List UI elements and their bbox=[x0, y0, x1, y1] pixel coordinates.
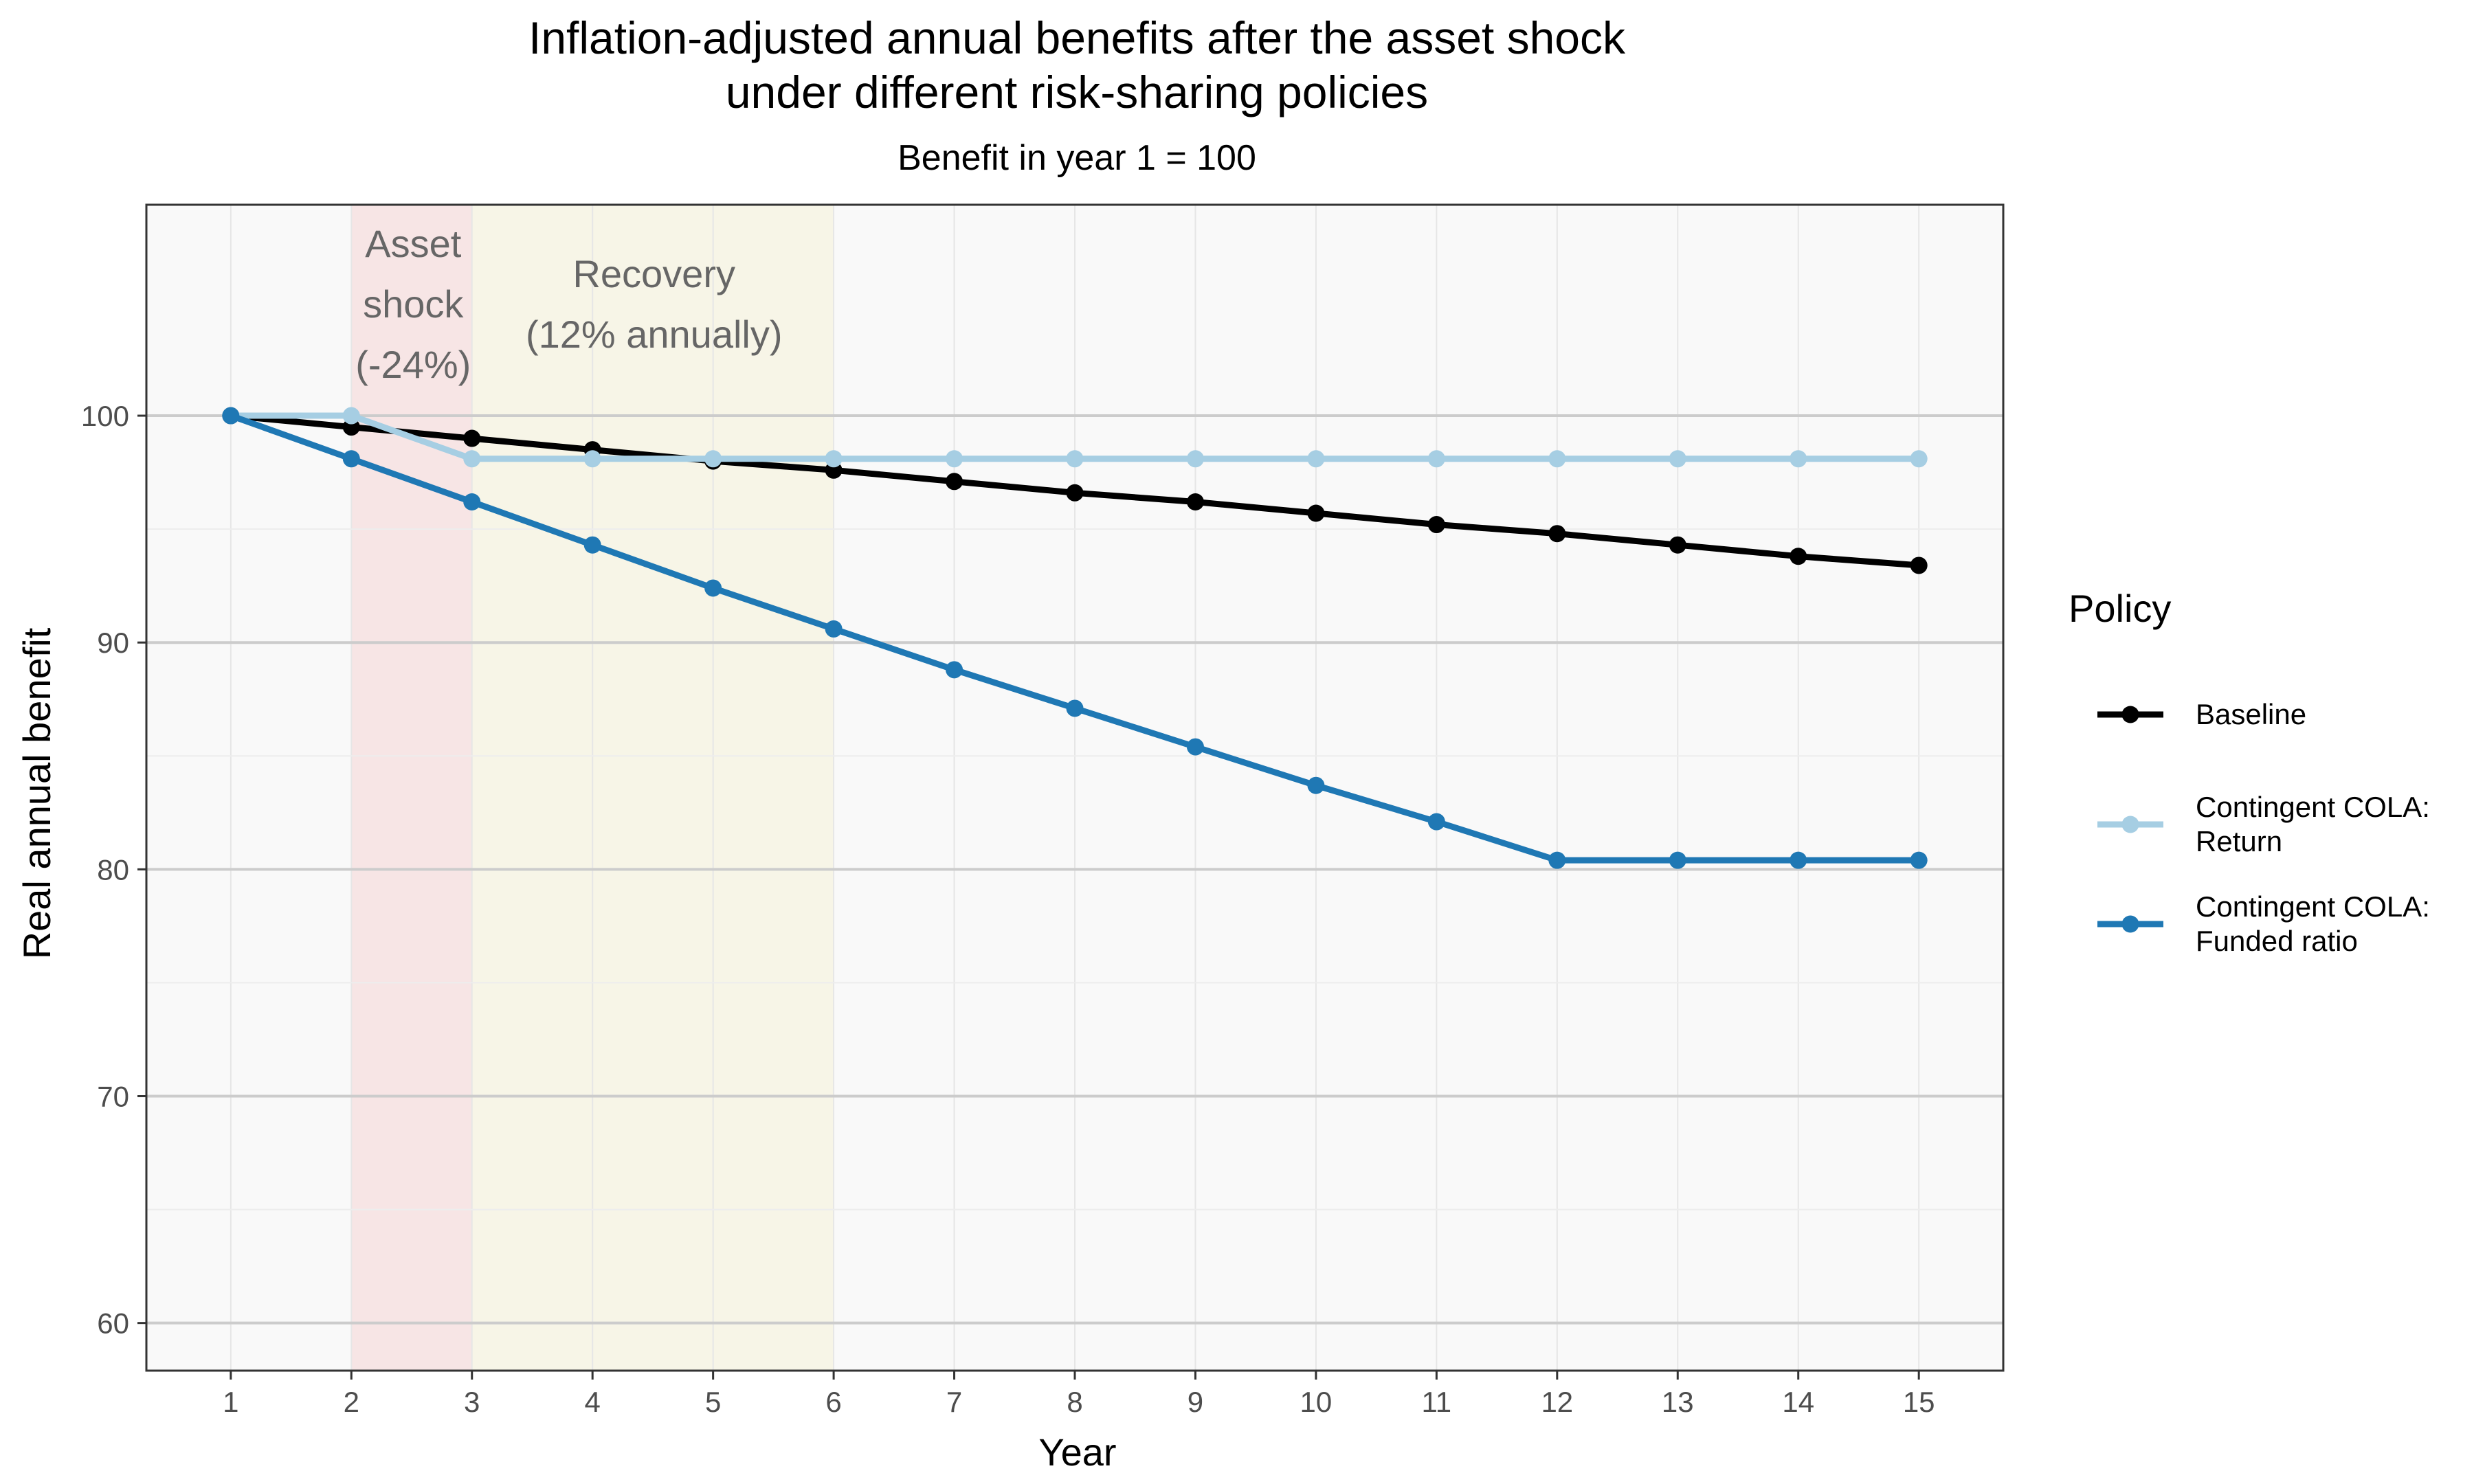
region-label-line: (-24%) bbox=[355, 343, 471, 386]
data-point bbox=[463, 429, 481, 447]
data-point bbox=[946, 473, 963, 491]
series-3 bbox=[222, 407, 1928, 869]
x-tick-label: 1 bbox=[223, 1386, 238, 1418]
data-point bbox=[1427, 813, 1445, 831]
data-point bbox=[1790, 450, 1807, 468]
data-point bbox=[463, 450, 481, 468]
data-point bbox=[222, 407, 240, 425]
data-point bbox=[1669, 851, 1686, 869]
data-point bbox=[1427, 516, 1445, 534]
data-point bbox=[1186, 450, 1204, 468]
data-point bbox=[1186, 493, 1204, 511]
legend-key-point bbox=[2121, 706, 2139, 723]
data-point bbox=[825, 450, 843, 468]
data-point bbox=[1548, 851, 1566, 869]
region-label-line: Asset bbox=[365, 222, 461, 265]
data-point bbox=[1066, 450, 1084, 468]
x-tick-label: 14 bbox=[1782, 1386, 1814, 1418]
legend-key-point bbox=[2121, 915, 2139, 933]
shaded-regions bbox=[351, 205, 834, 1371]
data-point bbox=[583, 536, 601, 554]
data-point bbox=[1066, 699, 1084, 717]
data-point bbox=[342, 407, 360, 425]
y-tick-label: 100 bbox=[81, 400, 129, 432]
titles: Inflation-adjusted annual benefits after… bbox=[528, 12, 1626, 178]
data-point bbox=[1669, 450, 1686, 468]
legend-label: Baseline bbox=[2196, 698, 2306, 730]
x-tick-label: 6 bbox=[825, 1386, 841, 1418]
data-point bbox=[1910, 450, 1928, 468]
chart-subtitle: Benefit in year 1 = 100 bbox=[898, 138, 1256, 178]
y-tick-label: 60 bbox=[97, 1307, 129, 1340]
x-tick-label: 10 bbox=[1300, 1386, 1333, 1418]
data-point bbox=[1427, 450, 1445, 468]
region-label-line: Recovery bbox=[572, 252, 735, 295]
legend-label: Contingent COLA: bbox=[2196, 791, 2430, 823]
shaded-region-2 bbox=[471, 205, 834, 1371]
x-tick-label: 2 bbox=[344, 1386, 359, 1418]
data-point bbox=[463, 493, 481, 511]
x-tick-label: 11 bbox=[1422, 1386, 1452, 1418]
legend-title: Policy bbox=[2069, 587, 2171, 630]
data-point bbox=[1307, 450, 1325, 468]
chart-title-line-2: under different risk-sharing policies bbox=[726, 67, 1428, 117]
region-label-line: (12% annually) bbox=[526, 313, 783, 356]
data-point bbox=[1669, 536, 1686, 554]
x-tick-label: 5 bbox=[705, 1386, 721, 1418]
x-tick-label: 13 bbox=[1662, 1386, 1694, 1418]
data-point bbox=[1066, 484, 1084, 502]
gridlines bbox=[146, 205, 2003, 1371]
data-point bbox=[704, 579, 722, 597]
data-point bbox=[825, 620, 843, 638]
x-tick-label: 8 bbox=[1067, 1386, 1082, 1418]
data-point bbox=[704, 450, 722, 468]
chart-title-line-1: Inflation-adjusted annual benefits after… bbox=[528, 12, 1626, 63]
data-point bbox=[1307, 776, 1325, 794]
y-tick-label: 70 bbox=[97, 1081, 129, 1113]
data-point bbox=[583, 450, 601, 468]
y-axis-label: Real annual benefit bbox=[15, 627, 58, 959]
data-point bbox=[1307, 504, 1325, 522]
data-point bbox=[946, 661, 963, 679]
x-tick-label: 7 bbox=[946, 1386, 962, 1418]
data-point bbox=[1910, 851, 1928, 869]
y-tick-label: 90 bbox=[97, 627, 129, 659]
data-point bbox=[1910, 556, 1928, 574]
region-label-line: shock bbox=[363, 282, 464, 326]
region-labels: Asset shock (-24%) Recovery (12% annually) bbox=[355, 222, 782, 386]
data-point bbox=[1790, 851, 1807, 869]
x-tick-label: 12 bbox=[1541, 1386, 1573, 1418]
data-point bbox=[1186, 738, 1204, 756]
legend-item-2: Contingent COLA:Return bbox=[2097, 791, 2430, 857]
x-tick-label: 9 bbox=[1188, 1386, 1203, 1418]
data-point bbox=[1790, 548, 1807, 565]
data-point bbox=[1548, 525, 1566, 543]
legend-key-point bbox=[2121, 816, 2139, 833]
data-point bbox=[342, 450, 360, 468]
legend-item-1: Baseline bbox=[2097, 698, 2306, 730]
data-point bbox=[1548, 450, 1566, 468]
legend-item-3: Contingent COLA:Funded ratio bbox=[2097, 890, 2430, 957]
y-tick-label: 80 bbox=[97, 853, 129, 886]
x-axis-label: Year bbox=[1038, 1430, 1116, 1474]
legend-label: Funded ratio bbox=[2196, 925, 2358, 957]
series-lines bbox=[222, 407, 1928, 869]
x-tick-label: 3 bbox=[464, 1386, 480, 1418]
legend-label: Contingent COLA: bbox=[2196, 890, 2430, 923]
legend-label: Return bbox=[2196, 825, 2282, 857]
data-point bbox=[946, 450, 963, 468]
shaded-region-1 bbox=[351, 205, 472, 1371]
x-tick-label: 15 bbox=[1903, 1386, 1935, 1418]
x-tick-label: 4 bbox=[585, 1386, 601, 1418]
